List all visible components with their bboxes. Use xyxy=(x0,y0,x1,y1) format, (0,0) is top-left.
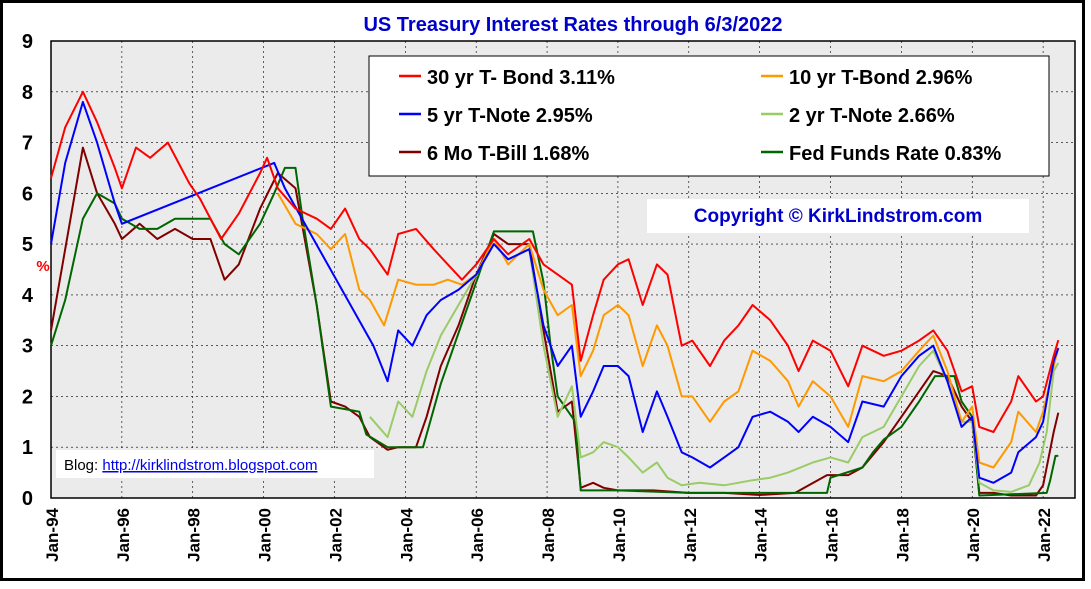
copyright-text: Copyright © KirkLindstrom.com xyxy=(694,206,982,227)
y-tick-label: 3 xyxy=(22,336,33,358)
series-line-0 xyxy=(50,90,1060,433)
y-tick-label: 5 xyxy=(22,234,33,256)
legend-label: 2 yr T-Note 2.66% xyxy=(789,105,955,127)
chart-title: US Treasury Interest Rates through 6/3/2… xyxy=(363,14,782,36)
x-tick-label: Jan-22 xyxy=(1035,508,1054,562)
copyright-box: Copyright © KirkLindstrom.com xyxy=(647,199,1029,233)
legend-label: 6 Mo T-Bill 1.68% xyxy=(427,143,589,165)
x-tick-label: Jan-94 xyxy=(43,507,62,561)
legend-label: Fed Funds Rate 0.83% xyxy=(789,143,1001,165)
x-tick-label: Jan-12 xyxy=(681,508,700,562)
y-tick-label: 9 xyxy=(22,31,33,53)
series-line-1 xyxy=(276,192,1060,469)
x-tick-label: Jan-02 xyxy=(326,508,345,562)
svg-text:Blog: http://kirklindstrom.blo: Blog: http://kirklindstrom.blogspot.com xyxy=(64,457,317,474)
x-axis-ticks: Jan-94 Jan-96 Jan-98 Jan-00 Jan-02 Jan-04 Jan-… xyxy=(43,507,1054,561)
legend-label: 30 yr T- Bond 3.11% xyxy=(427,67,615,89)
x-tick-label: Jan-10 xyxy=(610,508,629,562)
x-tick-label: Jan-08 xyxy=(539,508,558,562)
x-tick-label: Jan-04 xyxy=(397,507,416,561)
legend-label: 5 yr T-Note 2.95% xyxy=(427,105,593,127)
blog-link[interactable]: http://kirklindstrom.blogspot.com xyxy=(102,457,317,474)
legend-label: 10 yr T-Bond 2.96% xyxy=(789,67,973,89)
x-tick-label: Jan-96 xyxy=(114,508,133,562)
y-tick-label: 6 xyxy=(22,183,33,205)
line-chart: 0 1 2 3 4 5 6 7 8 9 Jan-94 Jan-96 Jan-98 Jan-00 Jan-0… xyxy=(22,14,1076,562)
series-line-4 xyxy=(50,146,1060,497)
blog-label: Blog: xyxy=(64,457,102,474)
blog-box: Blog: http://kirklindstrom.blogspot.com xyxy=(56,450,374,478)
series-layer xyxy=(50,90,1060,497)
y-tick-label: 4 xyxy=(22,285,34,307)
legend: 30 yr T- Bond 3.11% 10 yr T-Bond 2.96% 5 y… xyxy=(368,55,1050,177)
y-tick-label: 1 xyxy=(22,437,33,459)
y-tick-label: 2 xyxy=(22,386,33,408)
x-tick-label: Jan-00 xyxy=(256,508,275,562)
y-tick-label: 8 xyxy=(22,82,33,104)
x-tick-label: Jan-98 xyxy=(185,508,204,562)
x-tick-label: Jan-18 xyxy=(893,508,912,562)
series-line-2 xyxy=(50,100,1060,484)
y-axis-ticks: 0 1 2 3 4 5 6 7 8 9 xyxy=(22,31,34,510)
x-tick-label: Jan-20 xyxy=(964,508,983,562)
x-tick-label: Jan-16 xyxy=(823,508,842,562)
series-line-5 xyxy=(50,166,1059,497)
y-tick-label: 0 xyxy=(22,488,33,510)
x-tick-label: Jan-14 xyxy=(752,507,771,561)
y-tick-label: 7 xyxy=(22,133,33,155)
y-axis-label: % xyxy=(36,258,49,275)
x-tick-label: Jan-06 xyxy=(468,508,487,562)
